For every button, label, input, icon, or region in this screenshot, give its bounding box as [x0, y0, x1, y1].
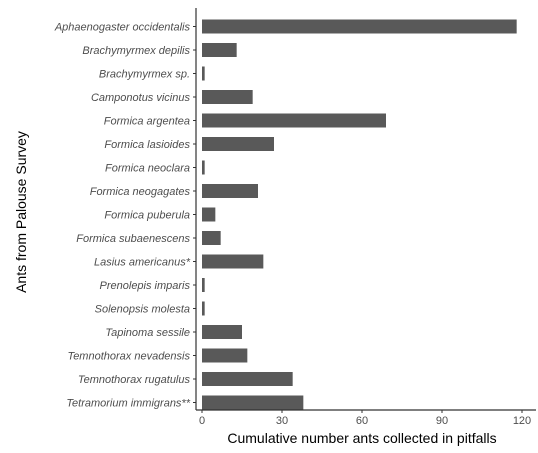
bar-tapinoma-sessile — [202, 325, 242, 339]
bar-formica-argentea — [202, 113, 386, 128]
category-label: Tetramorium immigrans** — [66, 398, 190, 410]
bar-lasius-americanus — [202, 254, 264, 269]
category-label: Temnothorax rugatulus — [78, 374, 191, 386]
category-label: Formica puberula — [104, 210, 190, 222]
category-label: Aphaenogaster occidentalis — [54, 22, 191, 34]
bar-brachymyrmex-sp — [202, 66, 205, 81]
bar-formica-neoclara — [202, 160, 205, 175]
category-label: Lasius americanus* — [94, 257, 191, 269]
category-label: Temnothorax nevadensis — [67, 351, 190, 363]
bar-aphaenogaster-occidentalis — [202, 19, 517, 34]
bar-tetramorium-immigrans — [202, 395, 304, 410]
category-label: Solenopsis molesta — [95, 304, 190, 316]
category-label: Formica neoclara — [105, 163, 190, 175]
y-axis-title: Ants from Palouse Survey — [13, 131, 29, 293]
category-label: Brachymyrmex sp. — [99, 69, 190, 81]
category-label: Tapinoma sessile — [105, 327, 190, 339]
x-tick-label: 60 — [356, 415, 368, 427]
bar-solenopsis-molesta — [202, 301, 205, 316]
x-tick-label: 90 — [436, 415, 448, 427]
bar-temnothorax-nevadensis — [202, 348, 248, 363]
category-labels: Aphaenogaster occidentalis Brachymyrmex d… — [54, 22, 191, 410]
x-tick-label: 0 — [199, 415, 205, 427]
category-label: Brachymyrmex depilis — [82, 45, 190, 57]
category-label: Formica subaenescens — [76, 233, 190, 245]
x-axis-title: Cumulative number ants collected in pitf… — [227, 430, 496, 446]
bars-layer — [202, 19, 517, 410]
bar-formica-subaenescens — [202, 231, 221, 245]
bar-brachymyrmex-depilis — [202, 43, 237, 57]
axes: 0 30 60 90 120 — [193, 8, 536, 427]
category-label: Formica neogagates — [90, 186, 191, 198]
x-tick-label: 120 — [513, 415, 531, 427]
bar-formica-lasioides — [202, 137, 274, 151]
bar-camponotus-vicinus — [202, 90, 253, 104]
bar-formica-puberula — [202, 207, 216, 222]
category-label: Formica argentea — [104, 116, 190, 128]
category-label: Prenolepis imparis — [100, 280, 191, 292]
bar-prenolepis-imparis — [202, 278, 205, 292]
category-label: Camponotus vicinus — [91, 92, 191, 104]
category-label: Formica lasioides — [104, 139, 190, 151]
x-tick-label: 30 — [276, 415, 288, 427]
bar-temnothorax-rugatulus — [202, 372, 293, 386]
bar-formica-neogagates — [202, 184, 258, 198]
